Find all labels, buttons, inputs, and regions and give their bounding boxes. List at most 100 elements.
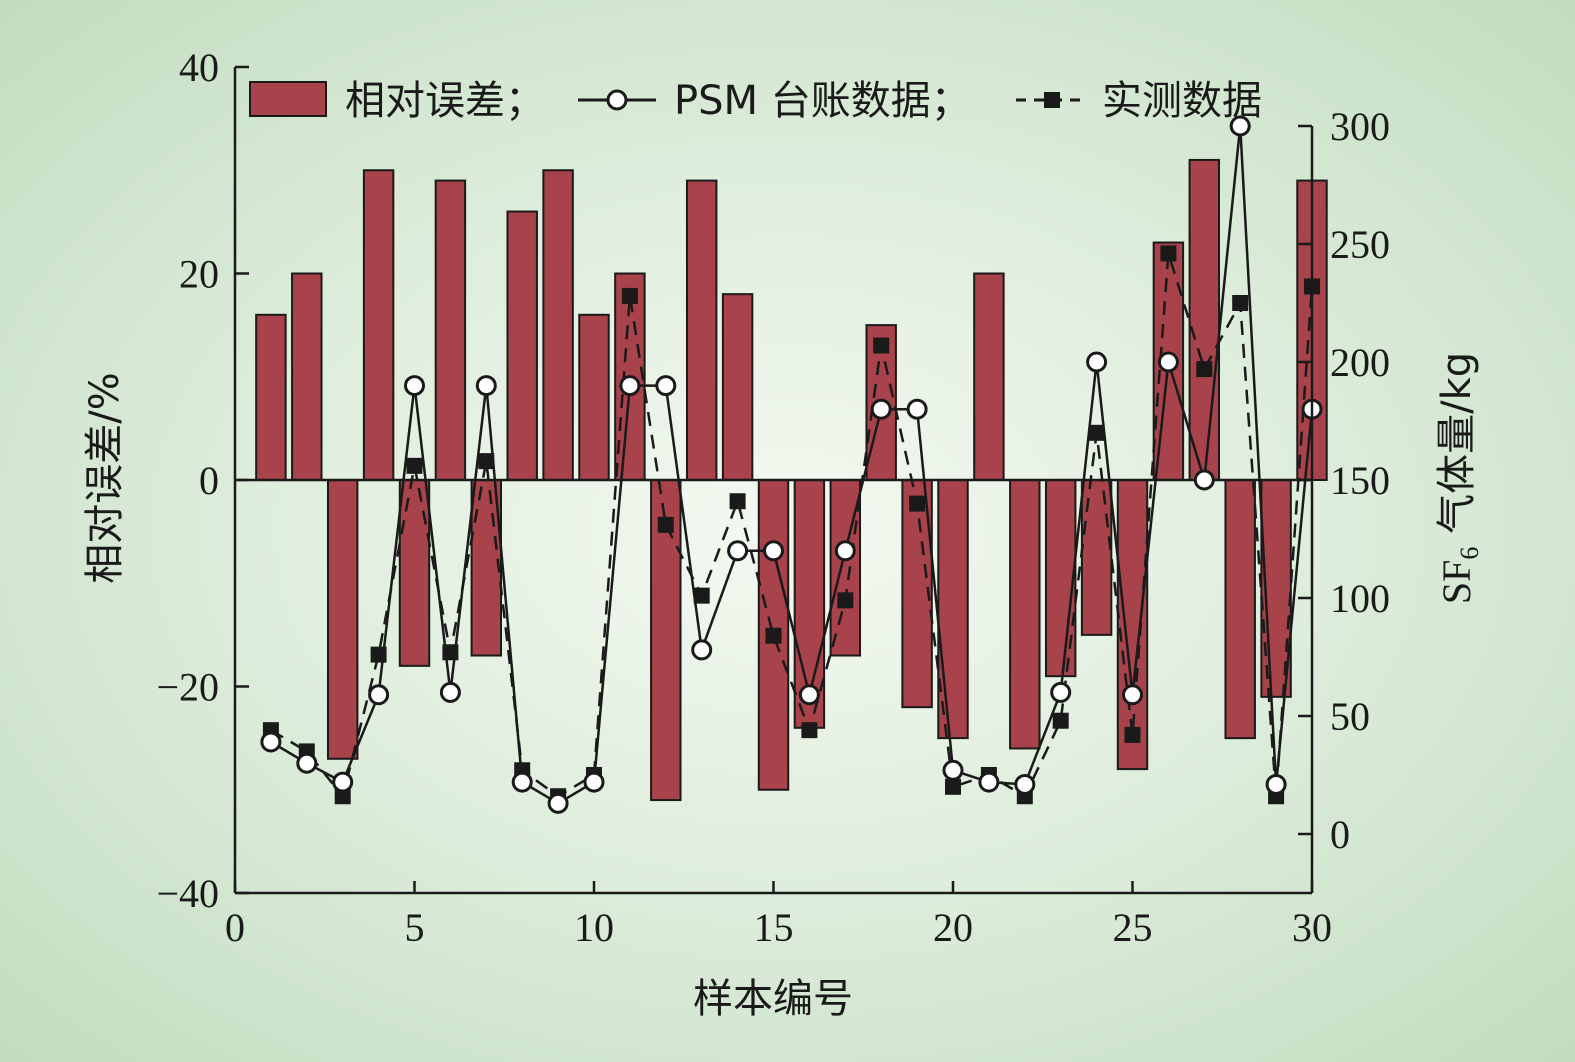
x-tick-label-10: 10 [574, 905, 614, 950]
measured-line [270, 253, 1314, 799]
psm-point-26 [1157, 351, 1179, 373]
measured-point-7 [478, 453, 495, 470]
x-tick-label-5: 5 [405, 905, 425, 950]
psm-point-12 [655, 375, 677, 397]
bar-14 [721, 293, 754, 481]
psm-point-15 [763, 540, 784, 562]
psm-point-9 [547, 792, 569, 814]
x-tick-label-15: 15 [754, 905, 794, 950]
legend: 相对误差； PSM 台账数据； 实测数据 [249, 78, 1262, 124]
psm-point-11 [619, 375, 641, 397]
psm-point-20 [942, 759, 964, 781]
measured-point-3 [334, 788, 351, 805]
measured-point-17 [837, 592, 854, 609]
bar-8 [506, 210, 538, 482]
psm-point-10 [583, 771, 605, 793]
measured-point-28 [1232, 295, 1249, 311]
left-tick-label-40: 40 [179, 45, 219, 90]
measured-point-16 [801, 722, 818, 739]
psm-point-5 [404, 375, 425, 397]
psm-point-13 [691, 639, 713, 661]
bar-3 [326, 479, 359, 760]
left-axis-title: 相对误差/% [82, 372, 128, 583]
psm-point-22 [1014, 773, 1036, 795]
left-tick-label-20: 20 [179, 252, 219, 297]
legend-series2-label: 实测数据 [1102, 78, 1262, 124]
legend-bar-label: 相对误差； [345, 78, 545, 124]
bar-9 [542, 169, 574, 481]
measured-point-20 [945, 778, 961, 795]
psm-point-3 [332, 771, 354, 793]
bar-24 [1080, 479, 1113, 636]
psm-point-18 [870, 398, 892, 420]
right-tick-label-0: 0 [1330, 812, 1350, 857]
psm-point-27 [1193, 469, 1215, 491]
measured-point-15 [765, 627, 782, 644]
legend-series1-label: PSM 台账数据； [674, 78, 971, 124]
bar-1 [255, 313, 287, 481]
psm-point-8 [511, 771, 533, 793]
x-tick-label-25: 25 [1113, 905, 1153, 950]
right-axis-title-subscript: 6 [1455, 547, 1484, 560]
right-axis-title-rest: 气体量/kg [1434, 352, 1480, 547]
legend-series1-marker [606, 89, 628, 111]
psm-point-4 [368, 684, 390, 706]
bar-10 [578, 313, 610, 481]
bar-15 [757, 479, 790, 791]
psm-point-21 [978, 771, 1000, 793]
psm-point-19 [906, 398, 928, 420]
measured-point-13 [693, 587, 710, 604]
bar-22 [1009, 479, 1041, 750]
measured-point-4 [370, 646, 387, 663]
psm-point-29 [1265, 773, 1287, 795]
left-tick-label--20: −20 [156, 665, 219, 710]
ticks-layer: 0 5 10 15 20 25 30 −40 −20 0 20 40 0 50 100 150 200 250 30… [156, 45, 1390, 950]
bar-13 [685, 179, 718, 481]
left-tick-label-0: 0 [199, 458, 219, 503]
measured-point-12 [657, 516, 674, 533]
measured-point-24 [1088, 424, 1105, 441]
legend-series2-marker [1044, 92, 1060, 108]
legend-bar-swatch [249, 81, 327, 117]
measured-point-26 [1160, 245, 1177, 262]
bar-28 [1224, 479, 1256, 740]
right-tick-label-50: 50 [1330, 694, 1370, 739]
right-tick-label-100: 100 [1330, 576, 1390, 621]
psm-point-23 [1050, 681, 1072, 703]
bar-27 [1188, 158, 1221, 482]
measured-point-23 [1052, 712, 1069, 729]
psm-point-6 [439, 681, 461, 703]
left-tick-label--40: −40 [156, 871, 219, 916]
measured-point-27 [1196, 361, 1213, 378]
psm-point-28 [1229, 115, 1251, 137]
bar-21 [973, 272, 1005, 481]
x-tick-label-30: 30 [1292, 905, 1332, 950]
bar-20 [937, 479, 969, 740]
psm-point-25 [1122, 684, 1143, 706]
right-tick-label-200: 200 [1330, 340, 1390, 385]
right-tick-label-300: 300 [1330, 104, 1390, 149]
measured-point-11 [621, 287, 638, 304]
psm-point-7 [475, 375, 497, 397]
right-tick-label-250: 250 [1330, 222, 1390, 267]
psm-point-2 [296, 752, 318, 774]
bars-layer [255, 158, 1328, 802]
measured-point-14 [729, 493, 746, 510]
right-tick-label-150: 150 [1330, 458, 1390, 503]
psm-point-16 [798, 684, 820, 706]
right-axis-title-sf: SF [1434, 560, 1479, 605]
x-tick-label-0: 0 [225, 905, 245, 950]
x-tick-label-20: 20 [933, 905, 973, 950]
series-layer [260, 115, 1323, 814]
bar-12 [650, 479, 682, 802]
measured-point-5 [406, 457, 423, 474]
bar-5 [398, 479, 431, 667]
psm-point-1 [260, 731, 282, 753]
right-axis-title: SF6 气体量/kg [1434, 352, 1484, 604]
psm-point-24 [1086, 351, 1108, 373]
bar-4 [362, 169, 395, 481]
psm-line [270, 125, 1314, 805]
measured-point-19 [909, 495, 926, 512]
psm-point-17 [834, 540, 856, 562]
